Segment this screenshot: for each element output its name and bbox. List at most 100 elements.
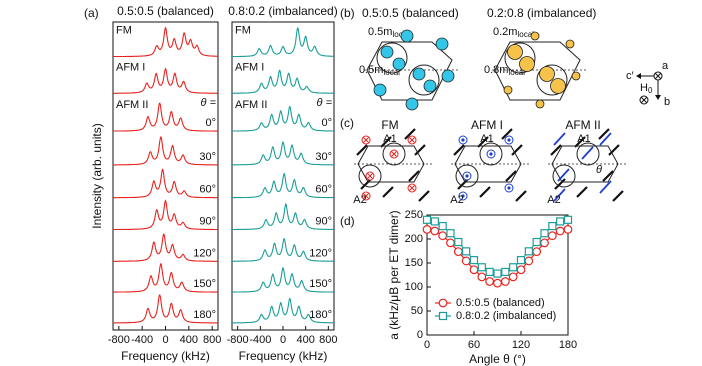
x-tick-label: 400: [180, 334, 198, 346]
marker: [485, 267, 494, 277]
trace-label: FM: [116, 25, 132, 37]
spectrum: [113, 26, 218, 58]
molecule-bar: [501, 128, 513, 140]
spectrum: [113, 263, 218, 293]
spectrum: [113, 136, 218, 166]
molecule: [539, 66, 555, 82]
marker: [509, 263, 518, 272]
marker: [524, 256, 534, 266]
marker: [516, 256, 526, 265]
moment: 0.2m: [493, 26, 517, 38]
angle-label: 150°: [193, 278, 216, 290]
angle-label: 120°: [193, 247, 216, 259]
molecule-bar: [550, 144, 562, 156]
spectrum: [232, 297, 334, 324]
moment: 0.5m: [368, 26, 392, 38]
molecule-bar: [382, 186, 394, 198]
spectrum: [232, 141, 334, 166]
x-axis-label: Frequency (kHz): [121, 349, 210, 363]
spectrum: [113, 168, 218, 199]
y-tick-label: 200: [405, 233, 423, 245]
molecule-bar: [511, 144, 523, 156]
legend-marker: [438, 311, 448, 321]
x-tick-label: -800: [108, 334, 130, 346]
site-label: A1: [577, 133, 590, 145]
spin-arrow: [599, 180, 612, 194]
panel-label: (d): [340, 214, 355, 228]
field: H: [640, 82, 648, 94]
trace-label: AFM II: [116, 99, 148, 111]
spectrum: [113, 67, 218, 94]
marker: [438, 231, 448, 241]
molecule: [565, 39, 575, 49]
marker: [461, 256, 471, 266]
moment-sub: local: [517, 30, 534, 39]
field-label: H0: [640, 82, 653, 95]
arrow-head: [636, 73, 641, 79]
marker: [454, 237, 463, 247]
molecule: [530, 31, 540, 41]
axis-label: c′: [626, 70, 634, 82]
angle-label: 60°: [315, 184, 332, 196]
angle-label: 180°: [193, 309, 216, 321]
marker: [547, 231, 557, 241]
site-label: A1: [383, 133, 396, 145]
dimer-ring: [552, 164, 576, 188]
spin: [507, 186, 511, 190]
site-label: A2: [547, 194, 560, 206]
angle-label: 90°: [315, 216, 332, 228]
marker: [453, 247, 463, 257]
molecule-bar: [576, 186, 588, 198]
molecule-bar: [515, 190, 527, 202]
molecule-bar: [408, 170, 420, 182]
molecule-bar: [457, 178, 469, 190]
plot-frame: [426, 214, 569, 336]
x-tick-label: 800: [319, 334, 337, 346]
y-tick-label: 0: [417, 329, 423, 341]
spectrum: [232, 202, 334, 231]
marker: [563, 215, 573, 224]
marker: [493, 269, 502, 278]
diagram-title: FM: [381, 118, 398, 132]
diagram-c: FM AFM I AFM II A1 A2 A1 A2 A1 A2 θ: [353, 118, 628, 206]
angle-label: 30°: [199, 151, 216, 163]
molecule: [380, 45, 394, 59]
spectrum: [232, 69, 334, 94]
x-tick-label: 120: [512, 339, 530, 351]
unit-cell: [357, 145, 425, 183]
marker: [477, 263, 486, 272]
x-tick-label: 0: [424, 339, 430, 351]
marker: [422, 215, 432, 224]
marker: [508, 272, 518, 282]
molecule: [441, 69, 455, 83]
molecule-bar: [418, 190, 430, 202]
marker: [430, 226, 440, 236]
molecule: [507, 44, 523, 60]
angle-label: 180°: [309, 309, 332, 321]
molecule-bar: [602, 170, 614, 182]
x-axis-label: Frequency (kHz): [239, 349, 328, 363]
angle-label: 0°: [321, 117, 332, 129]
spectrum: [113, 199, 218, 231]
spin: [409, 185, 415, 191]
diagram-b: 0.5:0.5 (balanced) 0.2:0.8 (imbalanced) …: [359, 6, 670, 111]
spin: [391, 151, 397, 157]
molecule: [412, 67, 426, 81]
x-tick-label: 60: [468, 339, 480, 351]
panel-label: (c): [340, 116, 354, 130]
site-label: A2: [450, 194, 463, 206]
legend-marker: [438, 298, 448, 308]
spectrum: [232, 172, 334, 199]
legend-label: 0.5:0.5 (balanced): [456, 297, 545, 309]
marker: [532, 247, 542, 257]
diagram-title: 0.2:0.8 (imbalanced): [487, 6, 596, 20]
molecule: [519, 56, 535, 72]
marker: [422, 224, 432, 234]
spectrum: [113, 102, 218, 132]
dimer-ring: [408, 64, 440, 96]
dimer-ring: [455, 164, 479, 188]
unit-cell: [454, 145, 522, 183]
unit-cell: [494, 41, 581, 101]
molecule-bar: [360, 178, 372, 190]
